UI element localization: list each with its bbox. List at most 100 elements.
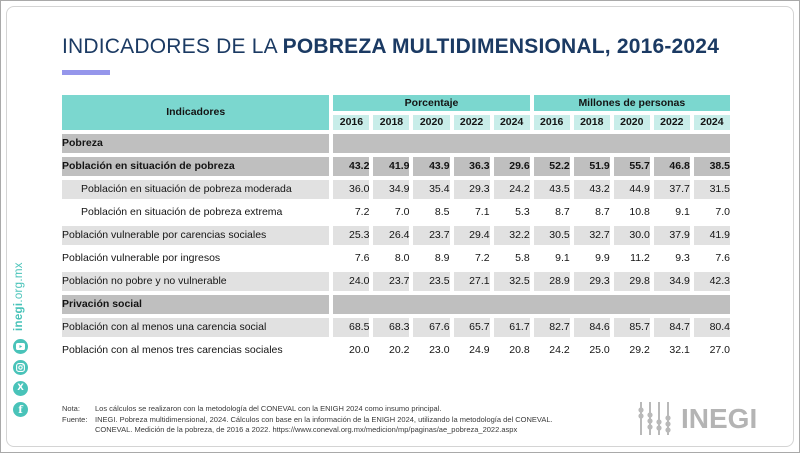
table-row: Población vulnerable por carencias socia… — [62, 226, 730, 245]
year-header: 2018 — [373, 115, 410, 130]
value-cell: 26.4 — [373, 226, 410, 245]
table-row: Población en situación de pobreza 43.2 4… — [62, 157, 730, 176]
value-cell: 51.9 — [573, 157, 610, 176]
value-cell: 11.2 — [613, 249, 650, 268]
value-cell: 5.3 — [493, 203, 530, 222]
value-cell: 84.7 — [653, 318, 690, 337]
column-group-porcentaje: Porcentaje — [333, 95, 530, 111]
youtube-icon[interactable] — [13, 339, 28, 354]
year-header: 2016 — [333, 115, 370, 130]
value-cell: 8.0 — [373, 249, 410, 268]
footnote-fuente-line1: INEGI. Pobreza multidimensional, 2024. C… — [95, 414, 553, 424]
value-cell: 65.7 — [453, 318, 490, 337]
table-row: Población con al menos tres carencias so… — [62, 341, 730, 360]
x-glyph: X — [17, 383, 24, 394]
year-header: 2024 — [493, 115, 530, 130]
facebook-glyph: f — [18, 404, 23, 417]
section-spacer — [333, 134, 730, 153]
value-cell: 43.2 — [573, 180, 610, 199]
value-cell: 5.8 — [493, 249, 530, 268]
row-label: Población con al menos tres carencias so… — [62, 341, 330, 360]
inegi-site-link[interactable]: inegi.org.mx — [13, 262, 25, 331]
value-cell: 7.0 — [693, 203, 730, 222]
value-cell: 29.4 — [453, 226, 490, 245]
year-header: 2022 — [453, 115, 490, 130]
value-cell: 67.6 — [413, 318, 450, 337]
value-cell: 27.0 — [693, 341, 730, 360]
value-cell: 43.5 — [533, 180, 570, 199]
value-cell: 85.7 — [613, 318, 650, 337]
footnotes: Nota: Los cálculos se realizaron con la … — [62, 404, 627, 436]
value-cell: 43.2 — [333, 157, 370, 176]
table-header-groups: Indicadores Porcentaje Millones de perso… — [62, 95, 730, 130]
value-cell: 23.7 — [373, 272, 410, 291]
site-link-bold: inegi — [13, 302, 25, 331]
value-cell: 36.0 — [333, 180, 370, 199]
column-header-indicators: Indicadores — [62, 95, 330, 130]
table-row: Población vulnerable por ingresos 7.6 8.… — [62, 249, 730, 268]
value-cell: 29.6 — [493, 157, 530, 176]
section-row-pobreza: Pobreza — [62, 134, 730, 153]
value-cell: 8.5 — [413, 203, 450, 222]
value-cell: 32.7 — [573, 226, 610, 245]
value-cell: 61.7 — [493, 318, 530, 337]
value-cell: 10.8 — [613, 203, 650, 222]
value-cell: 29.3 — [453, 180, 490, 199]
value-cell: 8.7 — [573, 203, 610, 222]
table-header-years: 2016 2018 2020 2022 2024 2016 2018 2020 … — [62, 115, 730, 130]
page-title: INDICADORES DE LA POBREZA MULTIDIMENSION… — [62, 35, 719, 59]
value-cell: 29.2 — [613, 341, 650, 360]
value-cell: 37.9 — [653, 226, 690, 245]
year-header: 2022 — [653, 115, 690, 130]
instagram-icon[interactable] — [13, 360, 28, 375]
table-row: Población en situación de pobreza modera… — [62, 180, 730, 199]
value-cell: 9.3 — [653, 249, 690, 268]
value-cell: 24.2 — [533, 341, 570, 360]
footnote-nota-text: Los cálculos se realizaron con la metodo… — [95, 404, 442, 413]
value-cell: 55.7 — [613, 157, 650, 176]
value-cell: 8.7 — [533, 203, 570, 222]
value-cell: 32.1 — [653, 341, 690, 360]
value-cell: 23.0 — [413, 341, 450, 360]
value-cell: 32.2 — [493, 226, 530, 245]
row-label: Población en situación de pobreza — [62, 157, 330, 176]
value-cell: 8.9 — [413, 249, 450, 268]
value-cell: 43.9 — [413, 157, 450, 176]
value-cell: 7.2 — [333, 203, 370, 222]
value-cell: 29.3 — [573, 272, 610, 291]
value-cell: 34.9 — [373, 180, 410, 199]
row-label: Población con al menos una carencia soci… — [62, 318, 330, 337]
value-cell: 24.9 — [453, 341, 490, 360]
value-cell: 23.7 — [413, 226, 450, 245]
inegi-logo: INEGI — [636, 402, 757, 435]
youtube-glyph — [16, 343, 25, 350]
value-cell: 7.6 — [333, 249, 370, 268]
value-cell: 80.4 — [693, 318, 730, 337]
footnote-fuente: Fuente: INEGI. Pobreza multidimensional,… — [62, 415, 627, 436]
value-cell: 34.9 — [653, 272, 690, 291]
value-cell: 35.4 — [413, 180, 450, 199]
value-cell: 24.2 — [493, 180, 530, 199]
value-cell: 7.1 — [453, 203, 490, 222]
value-cell: 84.6 — [573, 318, 610, 337]
value-cell: 24.0 — [333, 272, 370, 291]
value-cell: 30.0 — [613, 226, 650, 245]
year-header: 2020 — [613, 115, 650, 130]
section-spacer — [333, 295, 730, 314]
value-cell: 30.5 — [533, 226, 570, 245]
value-cell: 42.3 — [693, 272, 730, 291]
value-cell: 20.2 — [373, 341, 410, 360]
section-row-privacion-social: Privación social — [62, 295, 730, 314]
page-title-bold: POBREZA MULTIDIMENSIONAL, 2016-2024 — [282, 35, 720, 58]
row-label: Población vulnerable por carencias socia… — [62, 226, 330, 245]
section-label: Privación social — [62, 295, 330, 314]
year-header: 2020 — [413, 115, 450, 130]
facebook-icon[interactable]: f — [13, 402, 28, 417]
value-cell: 27.1 — [453, 272, 490, 291]
x-icon[interactable]: X — [13, 381, 28, 396]
value-cell: 38.5 — [693, 157, 730, 176]
value-cell: 68.3 — [373, 318, 410, 337]
footnote-fuente-line2: CONEVAL. Medición de la pobreza, de 2016… — [95, 425, 518, 435]
row-label: Población no pobre y no vulnerable — [62, 272, 330, 291]
value-cell: 7.0 — [373, 203, 410, 222]
